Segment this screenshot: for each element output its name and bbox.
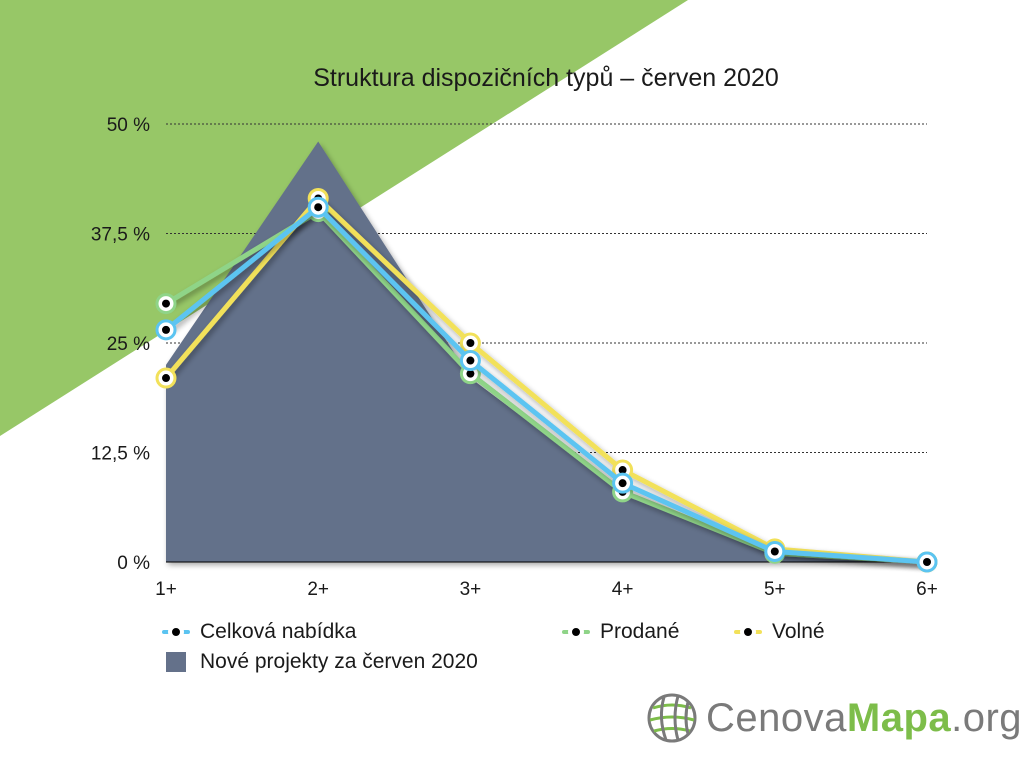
point-volne [155, 367, 177, 389]
y-tick-label: 50 % [107, 115, 150, 136]
point-celkova-nabidka [764, 540, 786, 562]
chart-title: Struktura dispozičních typů – červen 202… [313, 64, 779, 92]
cenovamapa-logo: CenovaMapa.org [644, 686, 1022, 750]
point-celkova-nabidka [612, 472, 634, 494]
logo-accent-part: Mapa [846, 695, 952, 740]
legend-label-total: Celková nabídka [200, 620, 357, 643]
x-tick-label: 3+ [460, 579, 482, 600]
legend-label-sold: Prodané [600, 620, 680, 643]
point-volne [459, 332, 481, 354]
area-series [166, 141, 927, 562]
legend-item-new-projects: Nové projekty za červen 2020 [162, 650, 478, 674]
legend-label-new-projects: Nové projekty za červen 2020 [200, 650, 478, 673]
legend-marker-free [734, 622, 762, 642]
legend-swatch-new-projects [166, 652, 186, 672]
y-tick-label: 25 % [107, 334, 150, 355]
legend-item-sold: Prodané [562, 620, 679, 644]
x-tick-label: 5+ [764, 579, 786, 600]
point-celkova-nabidka [459, 350, 481, 372]
point-celkova-nabidka [916, 551, 938, 573]
x-tick-label: 4+ [612, 579, 634, 600]
legend-marker-sold [562, 622, 590, 642]
y-tick-label: 0 % [117, 553, 150, 574]
y-tick-label: 12,5 % [91, 444, 150, 465]
logo-suffix: .org [951, 695, 1023, 740]
legend-item-free: Volné [734, 620, 825, 644]
x-tick-label: 1+ [155, 579, 177, 600]
line-series [155, 187, 938, 573]
legend-label-free: Volné [772, 620, 825, 643]
legend-item-total: Celková nabídka [162, 620, 356, 644]
x-tick-label: 6+ [916, 579, 938, 600]
logo-name-part: Cenova [706, 695, 847, 740]
point-celkova-nabidka [307, 196, 329, 218]
x-tick-label: 2+ [307, 579, 329, 600]
tick-labels: 0 % 12,5 % 25 % 37,5 % 50 % 1+ 2+ 3+ 4+ 5+ 6+ [91, 115, 938, 600]
globe-grid-icon [647, 693, 697, 743]
point-celkova-nabidka [155, 319, 177, 341]
legend-marker-total [162, 622, 190, 642]
y-tick-label: 37,5 % [91, 225, 150, 246]
logo-text: CenovaMapa.org [706, 696, 1022, 741]
point-prodane [155, 293, 177, 315]
line-celkova-nabidka [163, 204, 930, 565]
area-nove-projekty-za-cerven-2020 [166, 141, 927, 562]
